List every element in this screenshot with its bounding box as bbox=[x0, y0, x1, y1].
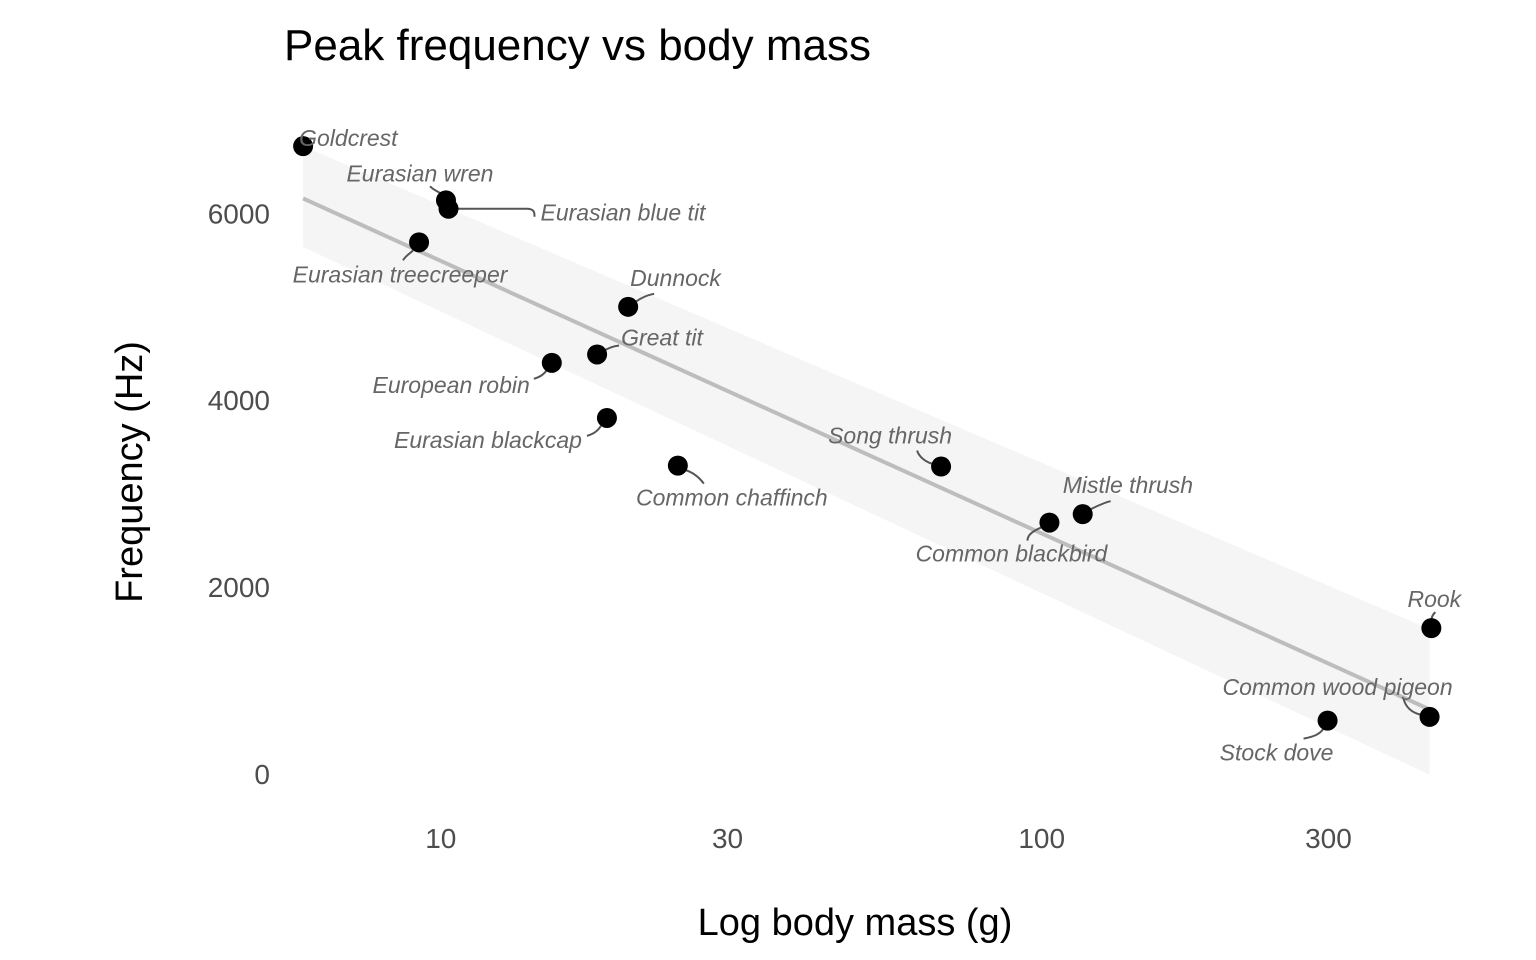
label-goldcrest: Goldcrest bbox=[299, 125, 399, 151]
x-tick-label: 300 bbox=[1305, 823, 1352, 854]
label-song-thrush: Song thrush bbox=[828, 423, 952, 449]
leader-eurasian-blackcap bbox=[586, 425, 602, 437]
leader-common-wood-pigeon bbox=[1402, 698, 1422, 716]
point-stock-dove bbox=[1317, 710, 1338, 731]
label-stock-dove: Stock dove bbox=[1220, 740, 1334, 766]
chart-title: Peak frequency vs body mass bbox=[284, 21, 871, 70]
confidence-band bbox=[303, 146, 1430, 775]
label-eurasian-blue-tit: Eurasian blue tit bbox=[541, 200, 708, 226]
y-axis-title: Frequency (Hz) bbox=[109, 341, 151, 603]
x-tick-label: 100 bbox=[1018, 823, 1065, 854]
y-axis-ticks: 0 2000 4000 6000 bbox=[208, 198, 270, 789]
point-european-robin bbox=[541, 352, 562, 373]
x-axis-title: Log body mass (g) bbox=[698, 902, 1013, 944]
point-dunnock bbox=[618, 296, 639, 317]
point-eurasian-blue-tit bbox=[438, 198, 459, 219]
point-eurasian-treecreeper bbox=[409, 232, 430, 253]
point-common-wood-pigeon bbox=[1419, 706, 1440, 727]
leader-common-chaffinch bbox=[683, 468, 705, 485]
point-rook bbox=[1421, 618, 1442, 639]
point-mistle-thrush bbox=[1072, 504, 1093, 525]
regression-line bbox=[302, 196, 1431, 712]
y-tick-label: 6000 bbox=[208, 198, 270, 229]
point-common-blackbird bbox=[1039, 512, 1060, 533]
label-eurasian-wren: Eurasian wren bbox=[346, 160, 493, 186]
confidence-band-area bbox=[303, 146, 1430, 775]
label-dunnock: Dunnock bbox=[630, 265, 722, 291]
y-tick-label: 4000 bbox=[208, 385, 270, 416]
label-great-tit: Great tit bbox=[621, 324, 704, 350]
data-points bbox=[293, 136, 1442, 731]
point-great-tit bbox=[587, 344, 608, 365]
label-mistle-thrush: Mistle thrush bbox=[1063, 472, 1193, 498]
point-song-thrush bbox=[931, 456, 952, 477]
point-goldcrest bbox=[293, 136, 314, 157]
leader-eurasian-treecreeper bbox=[402, 249, 414, 261]
label-common-chaffinch: Common chaffinch bbox=[636, 485, 828, 511]
x-tick-label: 10 bbox=[425, 823, 456, 854]
leader-eurasian-blue-tit bbox=[454, 207, 536, 217]
y-tick-label: 2000 bbox=[208, 572, 270, 603]
label-eurasian-treecreeper: Eurasian treecreeper bbox=[293, 261, 509, 287]
label-common-wood-pigeon: Common wood pigeon bbox=[1223, 674, 1453, 700]
x-axis-ticks: 10 30 100 300 bbox=[425, 823, 1352, 854]
point-labels: Goldcrest Eurasian wren Eurasian blue tit E… bbox=[293, 125, 1463, 765]
fit-line bbox=[302, 196, 1431, 712]
label-rook: Rook bbox=[1407, 586, 1462, 612]
y-tick-label: 0 bbox=[254, 759, 270, 790]
point-eurasian-blackcap bbox=[596, 407, 617, 428]
x-tick-label: 30 bbox=[712, 823, 743, 854]
label-eurasian-blackcap: Eurasian blackcap bbox=[394, 427, 582, 453]
point-common-chaffinch bbox=[667, 455, 688, 476]
label-common-blackbird: Common blackbird bbox=[916, 541, 1109, 567]
leader-stock-dove bbox=[1303, 728, 1325, 740]
label-european-robin: European robin bbox=[372, 372, 529, 398]
